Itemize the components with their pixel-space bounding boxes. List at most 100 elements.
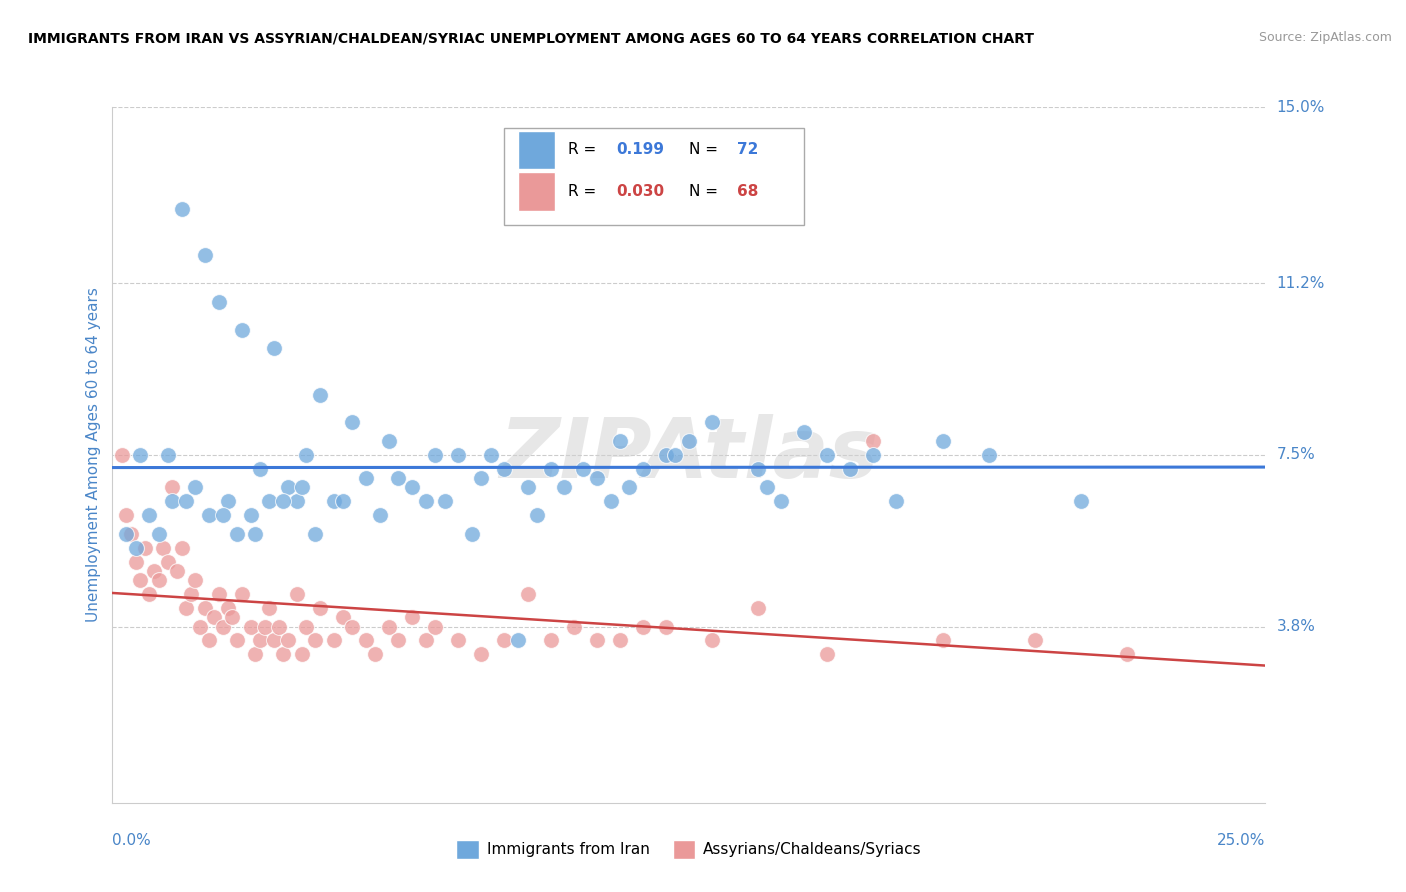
Point bbox=[572, 462, 595, 476]
Point bbox=[415, 633, 437, 648]
Point bbox=[138, 587, 160, 601]
Point bbox=[447, 633, 470, 648]
Point bbox=[290, 480, 312, 494]
Text: IMMIGRANTS FROM IRAN VS ASSYRIAN/CHALDEAN/SYRIAC UNEMPLOYMENT AMONG AGES 60 TO 6: IMMIGRANTS FROM IRAN VS ASSYRIAN/CHALDEA… bbox=[28, 31, 1035, 45]
Point bbox=[162, 480, 184, 494]
Point bbox=[304, 526, 326, 541]
Point bbox=[194, 601, 217, 615]
Point bbox=[221, 610, 243, 624]
Point bbox=[111, 448, 134, 462]
Point bbox=[793, 425, 815, 439]
Point bbox=[271, 494, 294, 508]
Point bbox=[862, 434, 884, 448]
Point bbox=[267, 619, 290, 633]
Point bbox=[309, 387, 332, 401]
Point bbox=[249, 633, 271, 648]
Point bbox=[1024, 633, 1046, 648]
Point bbox=[259, 494, 281, 508]
Point bbox=[664, 448, 686, 462]
Point bbox=[226, 633, 249, 648]
Point bbox=[931, 434, 953, 448]
Point bbox=[138, 508, 160, 523]
Point bbox=[295, 619, 318, 633]
Point bbox=[655, 448, 678, 462]
Point bbox=[332, 610, 354, 624]
Point bbox=[217, 494, 239, 508]
Point bbox=[202, 610, 225, 624]
Point bbox=[815, 448, 838, 462]
Point bbox=[609, 434, 631, 448]
Point bbox=[631, 619, 654, 633]
Point bbox=[277, 480, 299, 494]
Point bbox=[461, 526, 484, 541]
Point bbox=[129, 573, 152, 587]
Text: Source: ZipAtlas.com: Source: ZipAtlas.com bbox=[1258, 31, 1392, 45]
Point bbox=[599, 494, 621, 508]
Bar bbox=[519, 130, 555, 169]
Text: 0.0%: 0.0% bbox=[112, 833, 152, 848]
Point bbox=[239, 619, 262, 633]
Point bbox=[152, 541, 174, 555]
Point bbox=[401, 610, 423, 624]
Point bbox=[304, 633, 326, 648]
Point bbox=[162, 494, 184, 508]
Text: R =: R = bbox=[568, 142, 600, 157]
Point bbox=[156, 555, 179, 569]
Point bbox=[124, 541, 146, 555]
Point bbox=[425, 619, 447, 633]
Point bbox=[115, 526, 138, 541]
Point bbox=[585, 633, 607, 648]
Point bbox=[354, 633, 377, 648]
Point bbox=[700, 416, 723, 430]
Point bbox=[700, 633, 723, 648]
Point bbox=[226, 526, 249, 541]
Point bbox=[401, 480, 423, 494]
Legend: Immigrants from Iran, Assyrians/Chaldeans/Syriacs: Immigrants from Iran, Assyrians/Chaldean… bbox=[450, 834, 928, 864]
Point bbox=[212, 508, 235, 523]
Text: ZIPAtlas: ZIPAtlas bbox=[499, 415, 879, 495]
Point bbox=[198, 508, 221, 523]
Y-axis label: Unemployment Among Ages 60 to 64 years: Unemployment Among Ages 60 to 64 years bbox=[86, 287, 101, 623]
Point bbox=[249, 462, 271, 476]
Point bbox=[631, 462, 654, 476]
Point bbox=[756, 480, 779, 494]
Point bbox=[886, 494, 908, 508]
Point bbox=[655, 619, 678, 633]
Point bbox=[977, 448, 1000, 462]
Point bbox=[188, 619, 211, 633]
Point bbox=[508, 633, 530, 648]
Point bbox=[447, 448, 470, 462]
Text: 25.0%: 25.0% bbox=[1218, 833, 1265, 848]
Point bbox=[378, 434, 401, 448]
Point bbox=[470, 471, 492, 485]
Point bbox=[322, 633, 344, 648]
Point bbox=[148, 573, 170, 587]
Point bbox=[134, 541, 156, 555]
Point bbox=[415, 494, 437, 508]
Point bbox=[285, 494, 308, 508]
Point bbox=[143, 564, 166, 578]
Text: 7.5%: 7.5% bbox=[1277, 448, 1315, 462]
Point bbox=[342, 416, 364, 430]
Point bbox=[540, 633, 562, 648]
Point bbox=[354, 471, 377, 485]
Text: 3.8%: 3.8% bbox=[1277, 619, 1316, 634]
Point bbox=[494, 633, 516, 648]
Point bbox=[1070, 494, 1092, 508]
Point bbox=[387, 471, 409, 485]
Point bbox=[253, 619, 276, 633]
Point bbox=[166, 564, 188, 578]
Point bbox=[839, 462, 862, 476]
Point bbox=[342, 619, 364, 633]
Text: 0.030: 0.030 bbox=[616, 184, 665, 199]
Point bbox=[245, 648, 267, 662]
Text: 11.2%: 11.2% bbox=[1277, 276, 1324, 291]
Point bbox=[309, 601, 332, 615]
Point bbox=[231, 587, 253, 601]
Point bbox=[540, 462, 562, 476]
Text: 68: 68 bbox=[737, 184, 759, 199]
Point bbox=[1116, 648, 1139, 662]
Point bbox=[322, 494, 344, 508]
Point bbox=[516, 587, 538, 601]
Point bbox=[364, 648, 387, 662]
